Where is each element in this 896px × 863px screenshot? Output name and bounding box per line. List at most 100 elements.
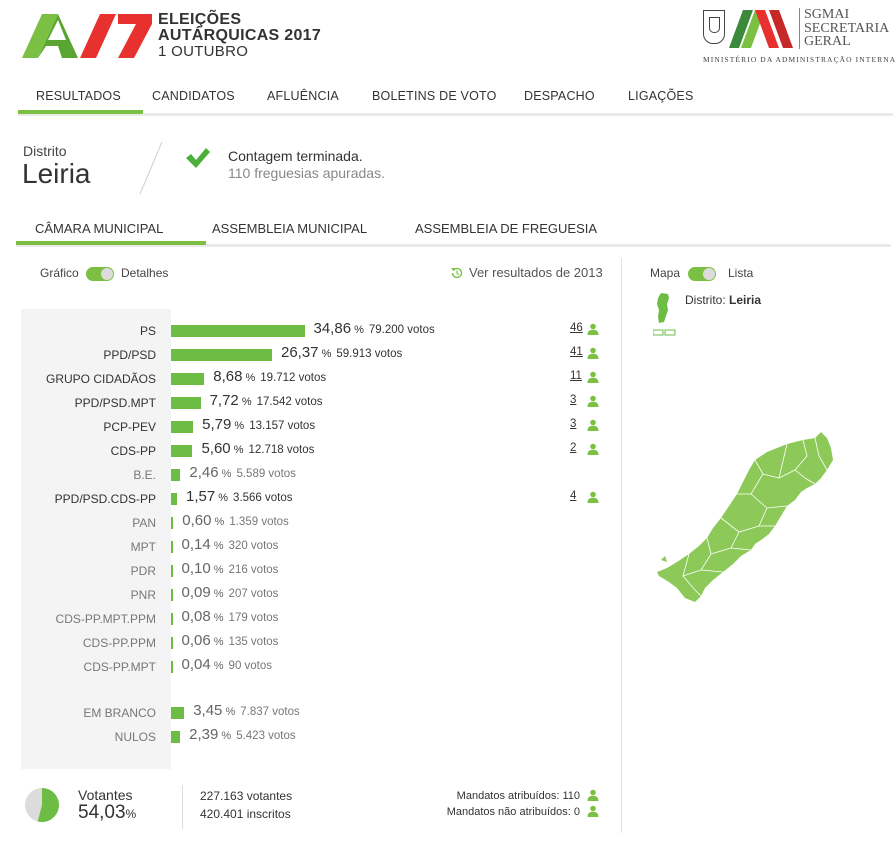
result-row: B.E. 2,46 % 5.589 votos <box>0 463 620 487</box>
mandates-assigned: Mandatos atribuídos: 110 <box>456 790 580 802</box>
vote-count: 19.712 votos <box>260 372 327 384</box>
seats-link[interactable]: 3 <box>570 418 577 430</box>
pct-value: 1,57 <box>186 488 216 505</box>
result-bar <box>171 613 173 625</box>
result-row: CDS-PP.PPM 0,06 % 135 votos <box>0 631 620 655</box>
result-bar <box>171 637 173 649</box>
result-bar <box>171 493 177 505</box>
divider <box>139 141 163 195</box>
party-name: PDR <box>130 564 156 578</box>
view-toggle-switch[interactable] <box>86 267 114 281</box>
result-percentage: 2,46 % 5.589 votos <box>189 464 296 481</box>
result-bar <box>171 349 272 361</box>
map-district-name: Leiria <box>729 293 762 307</box>
party-name: PNR <box>130 588 156 602</box>
leiria-district-map[interactable] <box>655 430 875 608</box>
result-bar <box>171 707 185 719</box>
sgmai-line3: GERAL <box>804 34 851 49</box>
nav-afluencia[interactable]: AFLUÊNCIA <box>267 89 339 103</box>
result-percentage: 0,60 % 1.359 votos <box>182 512 289 529</box>
map-toggle-switch[interactable] <box>688 267 716 281</box>
vote-count: 13.157 votos <box>249 420 316 432</box>
seats-link[interactable]: 2 <box>570 442 577 454</box>
portugal-mini-map-icon[interactable] <box>653 292 677 338</box>
sgmai-line1: SGMAI <box>804 7 850 22</box>
result-bar <box>171 565 173 577</box>
party-names-column <box>21 309 171 769</box>
pct-value: 0,06 <box>181 632 211 649</box>
election-date: 1 OUTUBRO <box>158 43 249 60</box>
mandates-unassigned: Mandatos não atribuídos: 0 <box>446 806 580 818</box>
pct-value: 34,86 <box>313 320 352 337</box>
result-percentage: 8,68 % 19.712 votos <box>213 368 327 385</box>
tab-active-indicator <box>16 241 206 245</box>
map-toggle-lista[interactable]: Lista <box>728 266 754 280</box>
result-bar <box>171 469 181 481</box>
sgmai-text: SGMAI SECRETARIA GERAL <box>799 8 889 49</box>
voters-count: 227.163 votantes <box>200 789 293 803</box>
pct-value: 0,14 <box>181 536 211 553</box>
map-toggle-mapa[interactable]: Mapa <box>650 266 681 280</box>
seats-link[interactable]: 46 <box>570 322 583 334</box>
nav-resultados[interactable]: RESULTADOS <box>36 89 121 103</box>
person-icon <box>587 789 599 801</box>
nav-boletins-de-voto[interactable]: BOLETINS DE VOTO <box>372 89 497 103</box>
person-icon <box>587 371 599 383</box>
tab-assembleia-de-freguesia[interactable]: ASSEMBLEIA DE FREGUESIA <box>415 221 598 236</box>
tab-assembleia-municipal[interactable]: ASSEMBLEIA MUNICIPAL <box>212 221 368 236</box>
result-row: GRUPO CIDADÃOS 8,68 % 19.712 votos 11 <box>0 367 620 391</box>
party-name: CDS-PP.PPM <box>82 636 156 650</box>
sgmai-logo[interactable]: SGMAI SECRETARIA GERAL MINISTÉRIO DA ADM… <box>703 6 895 66</box>
view-toggle-row: Gráfico Detalhes <box>40 265 180 283</box>
seats-link[interactable]: 11 <box>570 370 582 382</box>
result-row: NULOS 2,39 % 5.423 votos <box>0 725 620 749</box>
result-row: PPD/PSD.MPT 7,72 % 17.542 votos 3 <box>0 391 620 415</box>
pct-value: 5,60 <box>201 440 231 457</box>
election-title: ELEIÇÕES AUTÁRQUICAS 2017 1 OUTUBRO <box>158 12 321 60</box>
person-icon <box>587 347 599 359</box>
person-icon <box>587 395 599 407</box>
previous-results-link[interactable]: Ver resultados de 2013 <box>450 265 603 280</box>
vote-count: 5.589 votos <box>236 468 296 480</box>
party-name: CDS-PP.MPT.PPM <box>55 612 156 626</box>
turnout-divider <box>182 785 183 829</box>
party-name: CDS-PP.MPT <box>83 660 156 674</box>
tab-camara-municipal[interactable]: CÂMARA MUNICIPAL <box>35 221 164 236</box>
vote-count: 179 votos <box>228 612 279 624</box>
pct-value: 2,46 <box>189 464 219 481</box>
result-row: PPD/PSD 26,37 % 59.913 votos 41 <box>0 343 620 367</box>
result-bar <box>171 541 173 553</box>
view-toggle-detalhes[interactable]: Detalhes <box>121 266 169 280</box>
result-bar <box>171 397 201 409</box>
result-percentage: 0,08 % 179 votos <box>181 608 279 625</box>
party-name: GRUPO CIDADÃOS <box>45 372 156 386</box>
nav-candidatos[interactable]: CANDIDATOS <box>152 89 235 103</box>
pct-value: 5,79 <box>202 416 232 433</box>
person-icon <box>587 323 599 335</box>
seats-link[interactable]: 4 <box>570 490 577 502</box>
result-row: CDS-PP 5,60 % 12.718 votos 2 <box>0 439 620 463</box>
autarquicas-logo-icon[interactable] <box>22 12 152 60</box>
seats-link[interactable]: 41 <box>570 346 583 358</box>
nav-despacho[interactable]: DESPACHO <box>524 89 595 103</box>
result-percentage: 5,79 % 13.157 votos <box>202 416 316 433</box>
result-bar <box>171 373 205 385</box>
pct-value: 7,72 <box>209 392 239 409</box>
result-percentage: 34,86 % 79.200 votos <box>313 320 435 337</box>
nav-ligacoes[interactable]: LIGAÇÕES <box>628 89 694 103</box>
person-icon <box>587 419 599 431</box>
district-name: Leiria <box>22 158 91 189</box>
party-name: PPD/PSD.MPT <box>74 396 156 410</box>
vote-count: 59.913 votos <box>336 348 403 360</box>
map-district-label: Distrito: Leiria <box>685 293 761 307</box>
sgmai-line2: SECRETARIA <box>804 20 890 36</box>
result-percentage: 0,04 % 90 votos <box>181 656 273 673</box>
result-row: PDR 0,10 % 216 votos <box>0 559 620 583</box>
person-icon <box>587 491 599 503</box>
ministry-name: MINISTÉRIO DA ADMINISTRAÇÃO INTERNA <box>703 55 896 64</box>
result-bar <box>171 661 173 673</box>
view-toggle-grafico[interactable]: Gráfico <box>40 266 79 280</box>
seats-link[interactable]: 3 <box>570 394 577 406</box>
previous-results-text[interactable]: Ver resultados de 2013 <box>469 265 603 280</box>
result-row: PNR 0,09 % 207 votos <box>0 583 620 607</box>
